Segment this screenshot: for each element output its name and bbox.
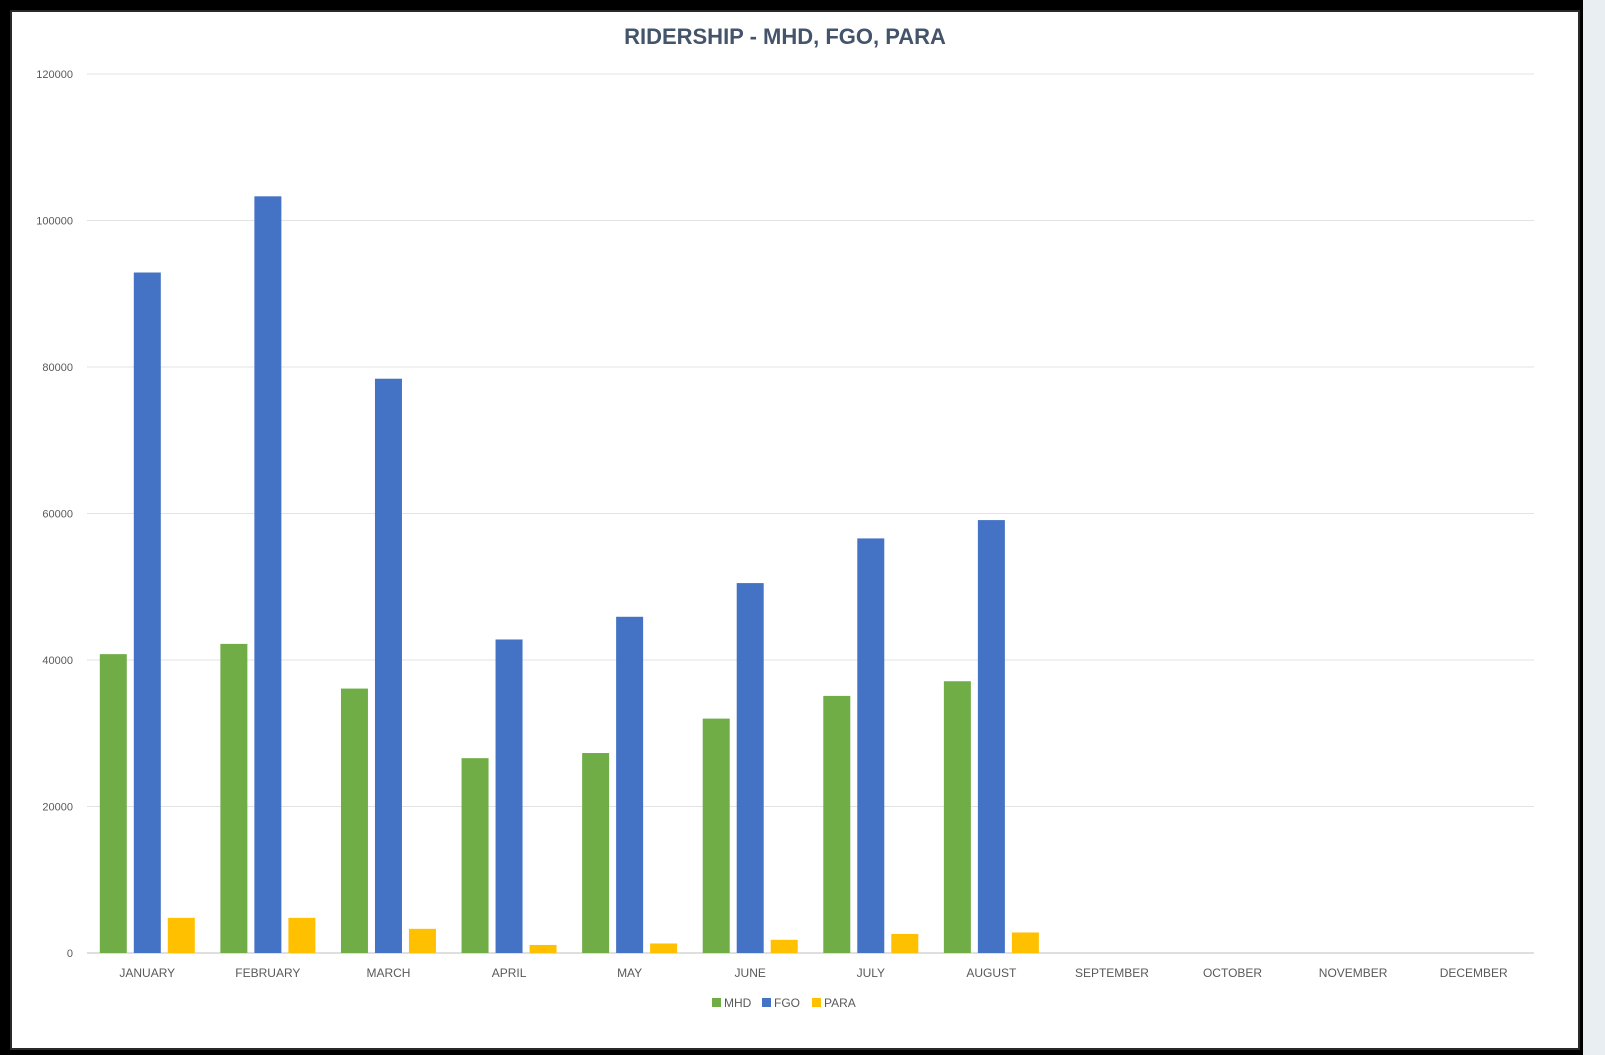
x-tick-label: JULY (857, 966, 885, 980)
legend-swatch-para (812, 998, 821, 1007)
x-tick-label: NOVEMBER (1319, 966, 1388, 980)
y-tick-label: 120000 (36, 69, 73, 81)
bar-mhd (823, 695, 851, 953)
bar-fgo (616, 616, 644, 953)
bar-mhd (702, 718, 730, 953)
x-tick-label: AUGUST (966, 966, 1017, 980)
bar-mhd (582, 753, 610, 953)
gridlines (87, 73, 1534, 954)
legend-label-fgo: FGO (774, 996, 800, 1010)
x-tick-label: MARCH (366, 966, 410, 980)
legend-swatch-mhd (712, 998, 721, 1007)
chart-title: RIDERSHIP - MHD, FGO, PARA (624, 24, 946, 49)
bar-fgo (857, 538, 885, 953)
y-tick-label: 20000 (42, 802, 73, 814)
bar-fgo (495, 639, 523, 953)
bar-para (167, 917, 195, 953)
chart-panel: RIDERSHIP - MHD, FGO, PARA 0 20000 40000 60… (10, 10, 1580, 1050)
x-tick-label: DECEMBER (1440, 966, 1508, 980)
x-axis-labels: JANUARY FEBRUARY MARCH APRIL MAY JUNE JULY AUGU… (119, 966, 1508, 980)
bar-fgo (374, 378, 402, 954)
bar-fgo (977, 520, 1005, 953)
bar-chart: RIDERSHIP - MHD, FGO, PARA 0 20000 40000 60… (36, 24, 1534, 1010)
bar-para (770, 939, 798, 953)
bar-para (288, 917, 316, 953)
legend-label-mhd: MHD (724, 996, 752, 1010)
bar-para (891, 933, 919, 953)
bar-para (408, 928, 436, 953)
y-tick-label: 100000 (36, 216, 73, 228)
bar-mhd (461, 758, 489, 953)
x-tick-label: SEPTEMBER (1075, 966, 1149, 980)
bar-fgo (254, 196, 282, 953)
legend-swatch-fgo (762, 998, 771, 1007)
bars (99, 196, 1039, 954)
bar-mhd (220, 643, 248, 953)
x-tick-label: FEBRUARY (235, 966, 300, 980)
y-tick-label: 0 (67, 948, 73, 960)
bar-para (1011, 932, 1039, 953)
window-edge (1583, 0, 1605, 1055)
bar-para (529, 944, 557, 953)
y-axis-ticks: 0 20000 40000 60000 80000 100000 120000 (36, 69, 73, 960)
x-tick-label: APRIL (492, 966, 527, 980)
y-tick-label: 40000 (42, 655, 73, 667)
x-tick-label: MAY (617, 966, 642, 980)
x-tick-label: JANUARY (119, 966, 175, 980)
y-tick-label: 60000 (42, 509, 73, 521)
bar-para (650, 943, 678, 953)
legend: MHD FGO PARA (712, 996, 856, 1010)
legend-label-para: PARA (824, 996, 856, 1010)
bar-mhd (99, 654, 127, 953)
y-tick-label: 80000 (42, 362, 73, 374)
x-tick-label: JUNE (735, 966, 766, 980)
x-tick-label: OCTOBER (1203, 966, 1262, 980)
bar-mhd (943, 681, 971, 953)
bar-fgo (133, 272, 161, 953)
bar-mhd (340, 688, 368, 953)
bar-fgo (736, 583, 764, 953)
